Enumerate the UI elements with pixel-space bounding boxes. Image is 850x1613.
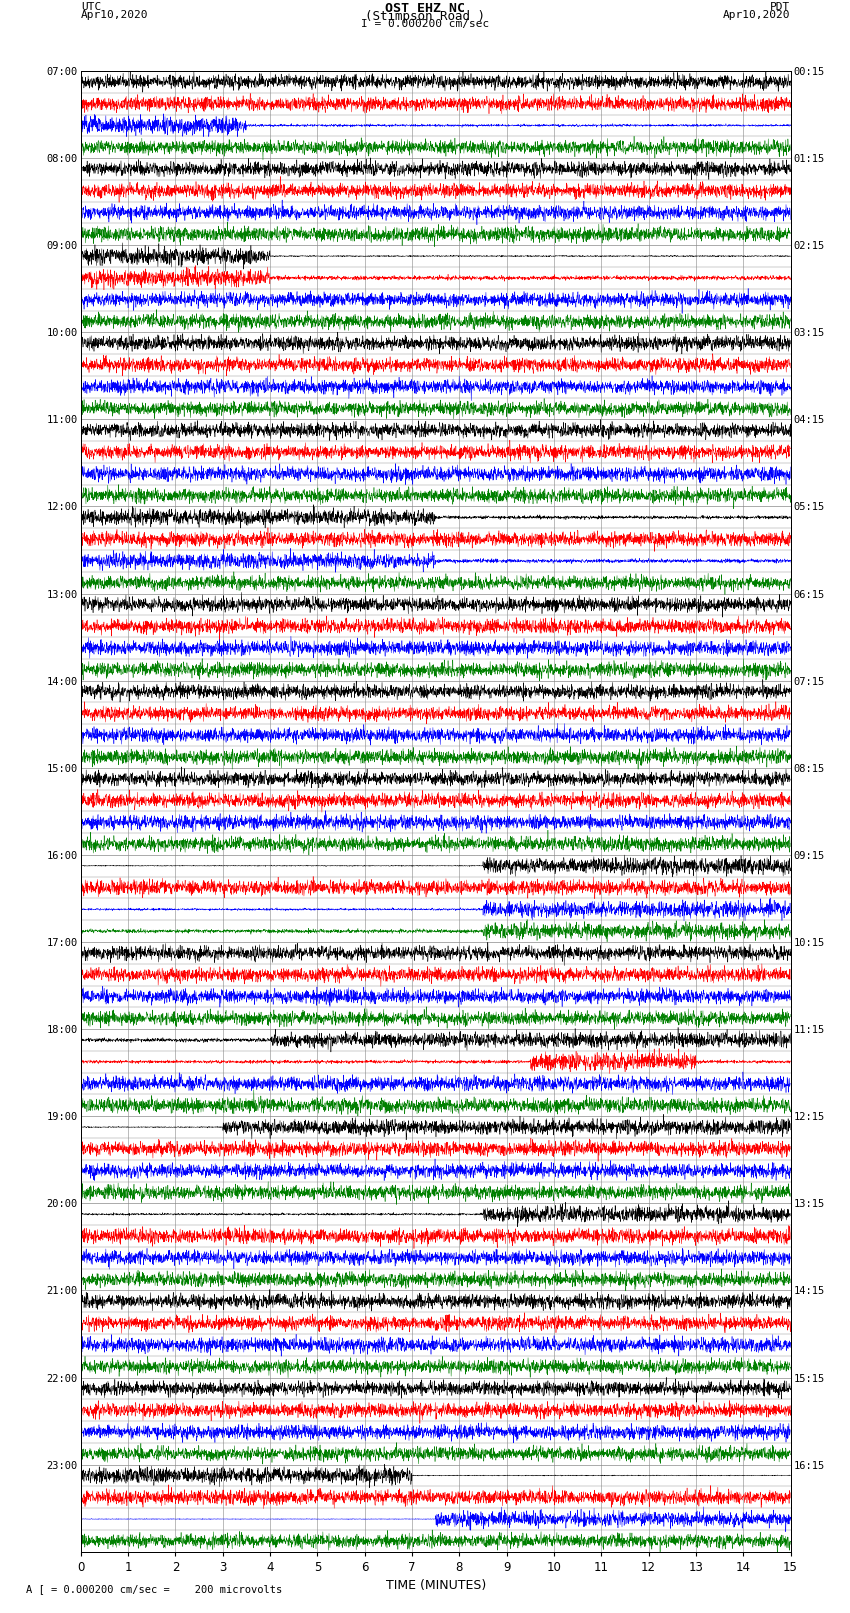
Text: Apr10,2020: Apr10,2020	[723, 11, 791, 21]
Text: OST EHZ NC: OST EHZ NC	[385, 3, 465, 16]
Text: PDT: PDT	[770, 3, 790, 13]
Text: UTC: UTC	[81, 3, 101, 13]
Text: I = 0.000200 cm/sec: I = 0.000200 cm/sec	[361, 19, 489, 29]
Text: (Stimpson Road ): (Stimpson Road )	[365, 11, 485, 24]
Text: Apr10,2020: Apr10,2020	[81, 11, 148, 21]
Text: A [ = 0.000200 cm/sec =    200 microvolts: A [ = 0.000200 cm/sec = 200 microvolts	[26, 1584, 281, 1594]
X-axis label: TIME (MINUTES): TIME (MINUTES)	[386, 1579, 485, 1592]
